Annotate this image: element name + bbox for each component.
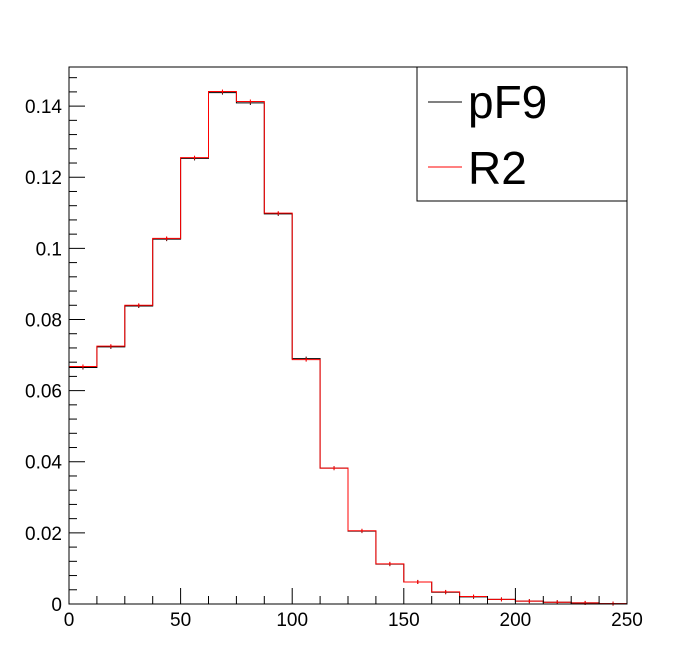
- y-tick-label: 0: [51, 595, 62, 616]
- y-tick-label: 0.1: [36, 239, 62, 260]
- x-tick-label: 150: [388, 610, 420, 631]
- y-tick-label: 0.12: [25, 168, 62, 189]
- legend-box: [416, 66, 628, 202]
- y-tick-label: 0.06: [25, 382, 62, 403]
- y-tick-label: 0.04: [25, 453, 62, 474]
- series-R2: [69, 89, 627, 606]
- legend-label-pf9: pF9: [468, 76, 547, 128]
- legend-label-r2: R2: [468, 142, 527, 194]
- x-tick-label: 0: [64, 610, 75, 631]
- x-tick-label: 50: [170, 610, 191, 631]
- y-tick-label: 0.08: [25, 310, 62, 331]
- legend: pF9 R2: [416, 66, 628, 202]
- y-tick-label: 0.02: [25, 524, 62, 545]
- x-tick-label: 200: [500, 610, 532, 631]
- axis-layer: 0 50 100 150 200 250 0 0.02 0.04 0.06 0.08 0.1 0.12 0…: [25, 77, 643, 631]
- x-tick-label: 250: [611, 610, 643, 631]
- x-tick-label: 100: [276, 610, 308, 631]
- y-tick-label: 0.14: [25, 97, 62, 118]
